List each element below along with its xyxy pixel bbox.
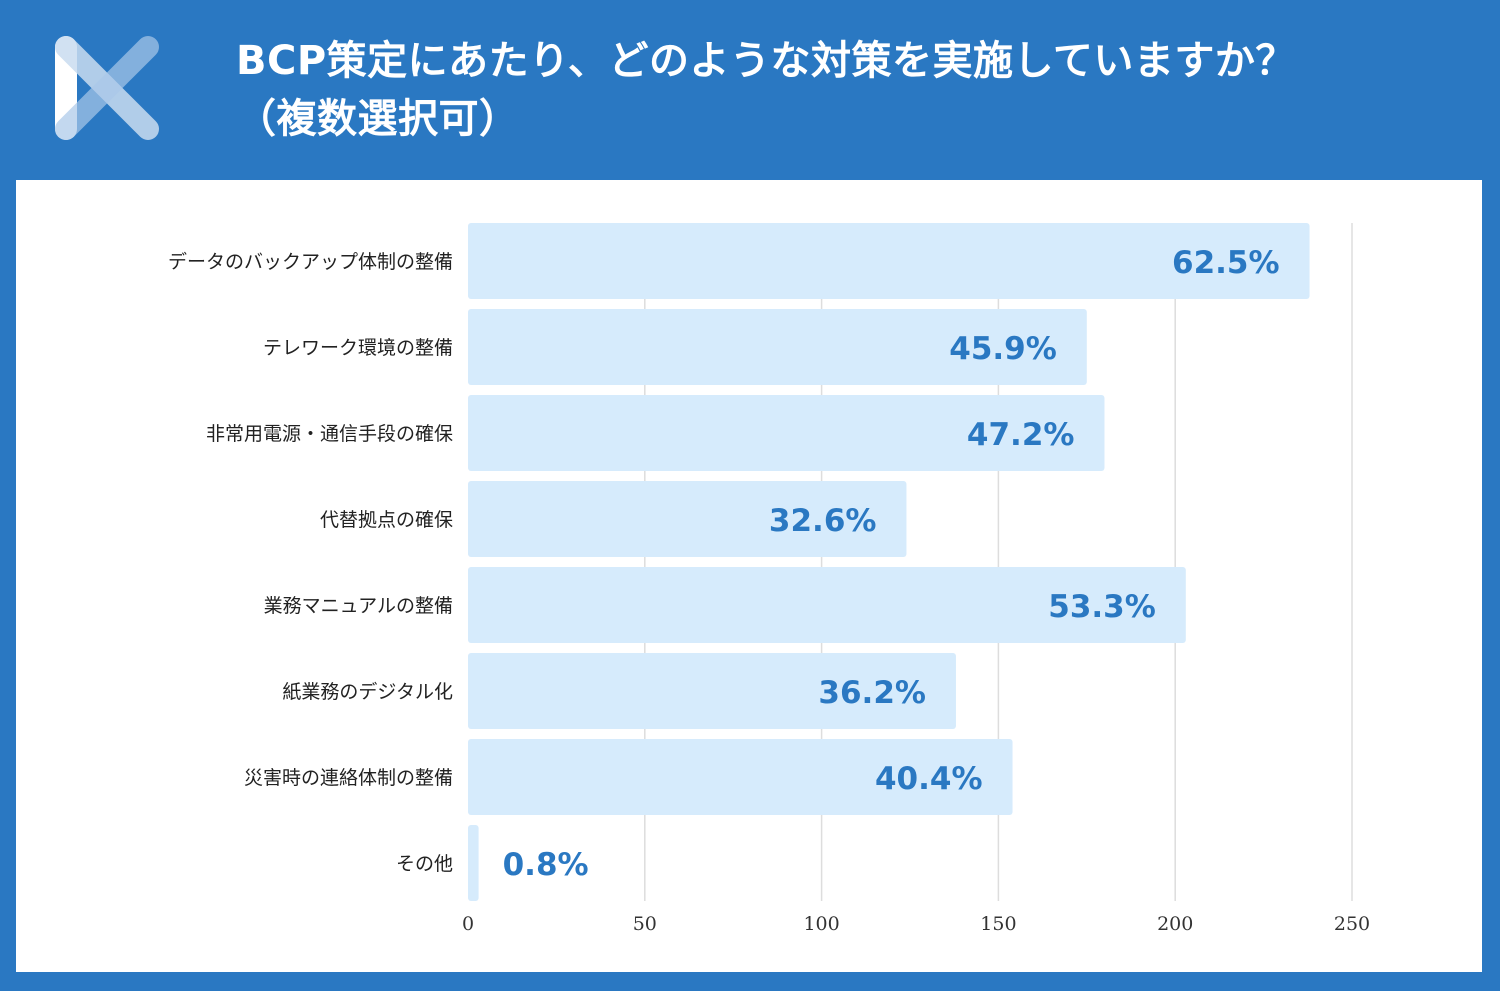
bar bbox=[468, 567, 1186, 643]
title-line-1: BCP策定にあたり、どのような対策を実施していますか？ bbox=[236, 38, 1296, 84]
bar bbox=[468, 309, 1087, 385]
data-label: 53.3% bbox=[1048, 589, 1156, 625]
category-label: 紙業務のデジタル化 bbox=[282, 681, 453, 703]
category-label: 災害時の連絡体制の整備 bbox=[244, 767, 453, 789]
category-label: テレワーク環境の整備 bbox=[263, 337, 453, 359]
page-title: BCP策定にあたり、どのような対策を実施していますか？ （複数選択可） bbox=[236, 32, 1296, 148]
category-label: 業務マニュアルの整備 bbox=[264, 595, 453, 617]
data-label: 0.8% bbox=[503, 847, 589, 883]
data-label: 47.2% bbox=[967, 417, 1075, 453]
bar bbox=[468, 653, 956, 729]
title-line-2: （複数選択可） bbox=[236, 96, 520, 142]
bar bbox=[468, 395, 1105, 471]
data-label: 32.6% bbox=[769, 503, 877, 539]
x-tick-label: 50 bbox=[633, 913, 657, 935]
bar bbox=[468, 481, 907, 557]
data-label: 45.9% bbox=[949, 331, 1057, 367]
bar bbox=[468, 739, 1013, 815]
x-logo-icon bbox=[55, 36, 159, 140]
x-tick-label: 150 bbox=[980, 913, 1016, 935]
category-label: データのバックアップ体制の整備 bbox=[168, 251, 453, 273]
category-label: 非常用電源・通信手段の確保 bbox=[206, 423, 453, 445]
category-label: その他 bbox=[396, 853, 453, 875]
data-label: 36.2% bbox=[818, 675, 926, 711]
data-label: 62.5% bbox=[1172, 245, 1280, 281]
x-tick-label: 0 bbox=[462, 913, 474, 935]
x-tick-label: 100 bbox=[803, 913, 839, 935]
bar bbox=[468, 223, 1310, 299]
x-tick-label: 200 bbox=[1157, 913, 1193, 935]
bar bbox=[468, 825, 479, 901]
x-tick-label: 250 bbox=[1334, 913, 1370, 935]
category-label: 代替拠点の確保 bbox=[320, 509, 453, 531]
header: BCP策定にあたり、どのような対策を実施していますか？ （複数選択可） bbox=[0, 0, 1500, 178]
data-label: 40.4% bbox=[875, 761, 983, 797]
